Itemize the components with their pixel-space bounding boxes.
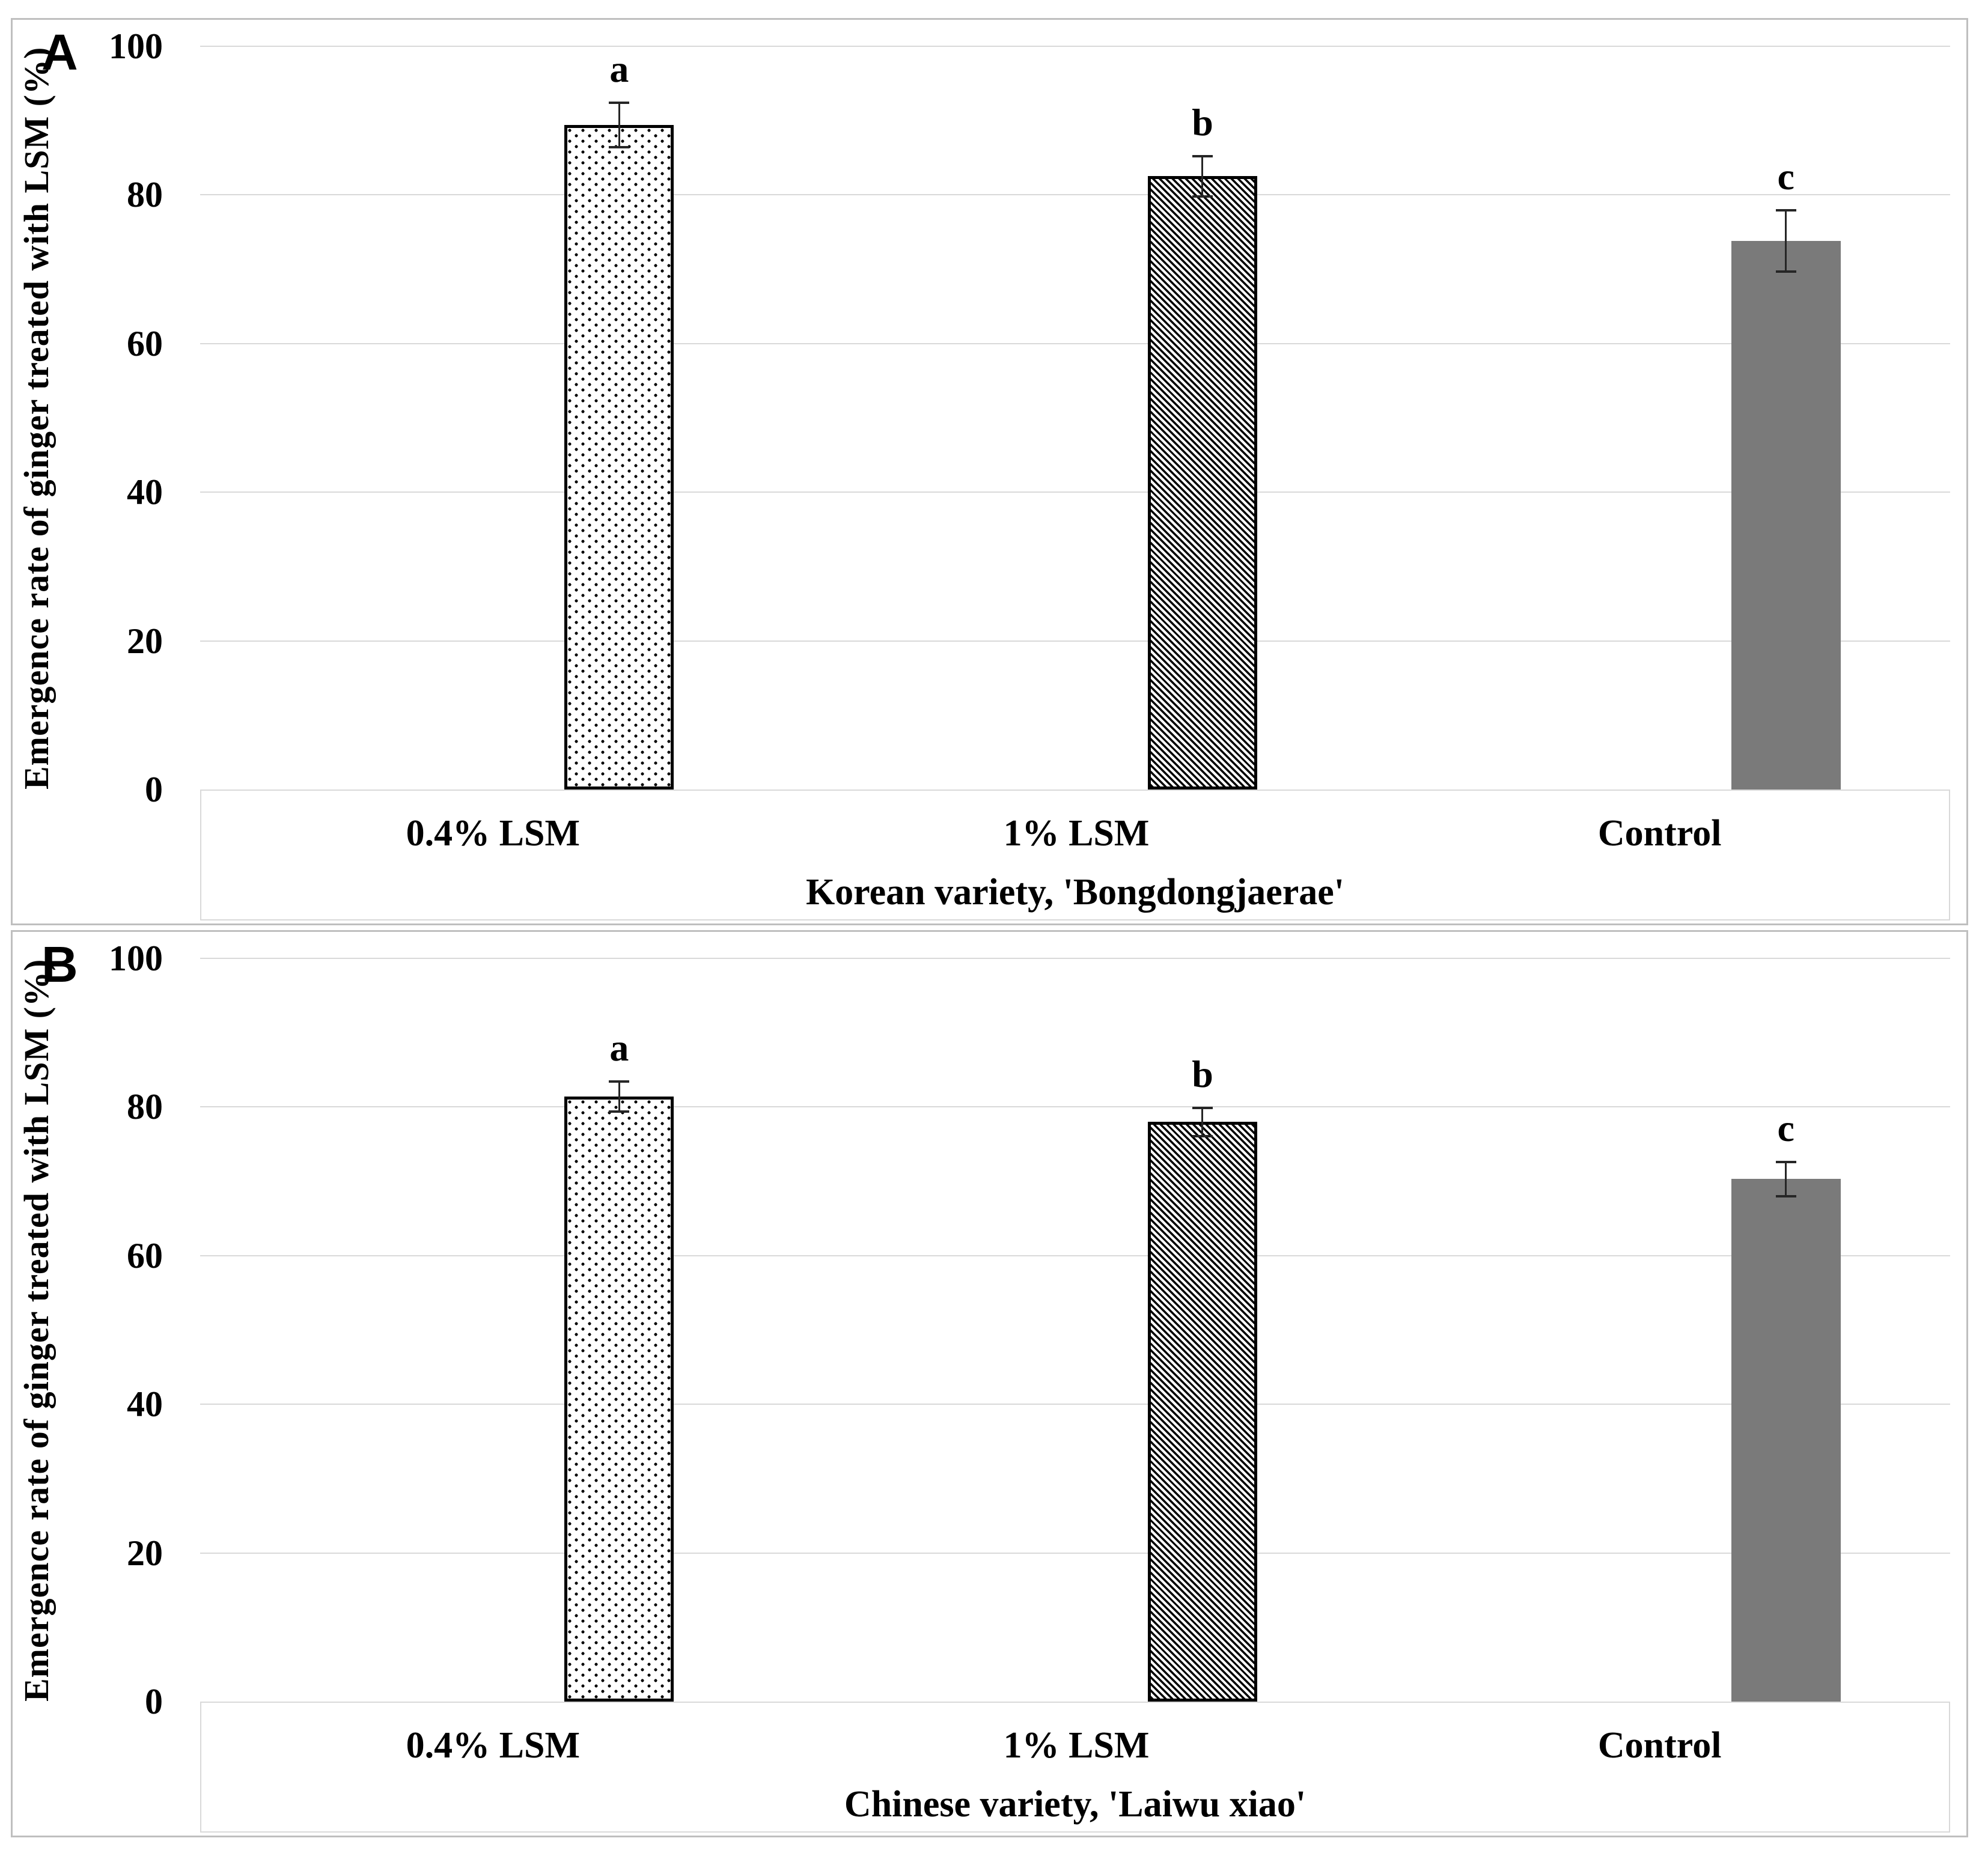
- error-bar-cap-top: [609, 102, 630, 104]
- x-category-label-control: Control: [1597, 1725, 1722, 1766]
- x-category-label-control: Control: [1597, 813, 1722, 854]
- bar-1-lsm: [1147, 1122, 1257, 1702]
- y-tick-label-80: 80: [127, 175, 163, 215]
- significance-letter-c: c: [1777, 1106, 1794, 1149]
- y-tick-label-40: 40: [127, 1384, 163, 1425]
- y-tick-label-20: 20: [127, 621, 163, 661]
- error-bar-cap-top: [609, 1080, 630, 1083]
- x-axis-title: Korean variety, 'Bongdongjaerae': [805, 872, 1345, 913]
- error-bar-cap-bottom: [1192, 195, 1213, 198]
- y-tick-label-20: 20: [127, 1533, 163, 1573]
- error-bar-cap-top: [1775, 209, 1796, 212]
- significance-letter-c: c: [1777, 155, 1794, 198]
- x-axis-title: Chinese variety, 'Laiwu xiao': [844, 1784, 1307, 1825]
- error-bar-cap-top: [1192, 155, 1213, 158]
- y-tick-label-60: 60: [127, 1235, 163, 1276]
- gridline-20: [200, 1552, 1950, 1554]
- gridline-60: [200, 342, 1950, 344]
- plot-area: a b c: [200, 958, 1950, 1702]
- error-bar-cap-top: [1192, 1106, 1213, 1109]
- error-bar-line: [1201, 1107, 1204, 1136]
- y-axis-tick-labels: 100 80 60 40 20 0: [13, 27, 163, 809]
- plot-area: a b c: [200, 46, 1950, 790]
- bar-control: [1731, 1179, 1841, 1702]
- error-bar-cap-bottom: [609, 1110, 630, 1113]
- panel-a-letter: A: [41, 24, 78, 81]
- y-tick-label-0: 0: [145, 1682, 163, 1721]
- significance-letter-a: a: [609, 47, 629, 90]
- gridline-20: [200, 640, 1950, 642]
- y-tick-label-100: 100: [109, 26, 163, 66]
- x-category-label-1-lsm: 1% LSM: [1003, 1725, 1150, 1766]
- error-bar-cap-bottom: [1775, 270, 1796, 273]
- panel-b: B Emergence rate of ginger treated with …: [11, 930, 1968, 1837]
- x-axis-strip: Chinese variety, 'Laiwu xiao' 0.4% LSM 1%…: [200, 1702, 1950, 1833]
- y-tick-label-80: 80: [127, 1087, 163, 1127]
- y-axis-tick-labels: 100 80 60 40 20 0: [13, 939, 163, 1721]
- gridline-80: [200, 194, 1950, 196]
- bar-0-4-lsm: [564, 125, 674, 790]
- y-tick-label-0: 0: [145, 770, 163, 809]
- significance-letter-a: a: [609, 1026, 629, 1069]
- error-bar-cap-bottom: [1192, 1134, 1213, 1137]
- error-bar-cap-bottom: [1775, 1194, 1796, 1197]
- y-tick-label-100: 100: [109, 939, 163, 978]
- x-axis-strip: Korean variety, 'Bongdongjaerae' 0.4% LS…: [200, 790, 1950, 920]
- gridline-40: [200, 491, 1950, 493]
- error-bar-line: [1785, 1161, 1787, 1196]
- error-bar-cap-bottom: [609, 146, 630, 149]
- x-category-label-0-4-lsm: 0.4% LSM: [406, 1725, 580, 1766]
- bar-0-4-lsm: [564, 1097, 674, 1702]
- significance-letter-b: b: [1192, 101, 1213, 144]
- gridline-40: [200, 1404, 1950, 1405]
- x-category-label-1-lsm: 1% LSM: [1003, 813, 1150, 854]
- error-bar-line: [1785, 210, 1787, 272]
- gridline-100: [200, 46, 1950, 47]
- error-bar-line: [618, 103, 620, 148]
- gridline-60: [200, 1255, 1950, 1256]
- error-bar-line: [618, 1082, 620, 1112]
- error-bar-line: [1201, 156, 1204, 196]
- gridline-100: [200, 958, 1950, 959]
- significance-letter-b: b: [1192, 1052, 1213, 1095]
- error-bar-cap-top: [1775, 1160, 1796, 1163]
- panel-b-letter: B: [41, 936, 78, 993]
- bar-1-lsm: [1147, 176, 1257, 790]
- gridline-80: [200, 1106, 1950, 1108]
- y-tick-label-60: 60: [127, 323, 163, 364]
- panel-a: A Emergence rate of ginger treated with …: [11, 18, 1968, 925]
- x-category-label-0-4-lsm: 0.4% LSM: [406, 813, 580, 854]
- y-tick-label-40: 40: [127, 472, 163, 513]
- bar-control: [1731, 241, 1841, 790]
